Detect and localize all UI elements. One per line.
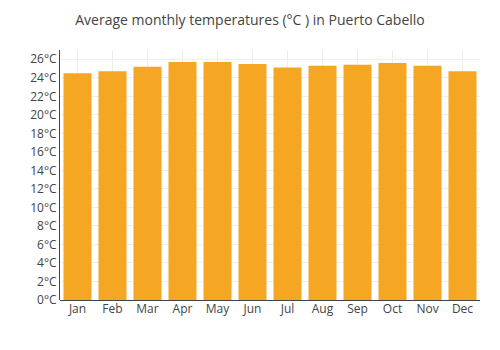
svg-text:20°C: 20°C <box>30 106 57 123</box>
svg-text:16°C: 16°C <box>30 143 57 160</box>
svg-text:24°C: 24°C <box>30 69 57 86</box>
svg-text:Aug: Aug <box>312 300 334 317</box>
svg-text:Sep: Sep <box>347 300 368 317</box>
svg-text:Feb: Feb <box>102 300 122 317</box>
svg-text:12°C: 12°C <box>30 180 57 197</box>
svg-text:8°C: 8°C <box>37 217 57 234</box>
svg-text:6°C: 6°C <box>37 236 57 253</box>
svg-text:Apr: Apr <box>173 300 193 317</box>
svg-text:4°C: 4°C <box>37 254 57 271</box>
svg-text:Jan: Jan <box>68 300 86 317</box>
svg-text:14°C: 14°C <box>30 162 57 179</box>
svg-text:0°C: 0°C <box>37 291 57 308</box>
svg-text:Oct: Oct <box>383 300 402 317</box>
svg-text:26°C: 26°C <box>30 50 57 67</box>
svg-text:22°C: 22°C <box>30 88 57 105</box>
svg-text:Jun: Jun <box>243 300 262 317</box>
svg-text:May: May <box>206 300 230 317</box>
svg-text:Jul: Jul <box>280 300 295 317</box>
svg-text:Dec: Dec <box>452 300 473 317</box>
svg-text:10°C: 10°C <box>30 199 57 216</box>
svg-text:Mar: Mar <box>136 300 158 317</box>
svg-text:18°C: 18°C <box>30 125 57 142</box>
svg-text:Nov: Nov <box>416 300 438 317</box>
svg-text:Average monthly temperatures (: Average monthly temperatures (°C ) in Pu… <box>75 10 425 29</box>
svg-text:2°C: 2°C <box>37 273 57 290</box>
